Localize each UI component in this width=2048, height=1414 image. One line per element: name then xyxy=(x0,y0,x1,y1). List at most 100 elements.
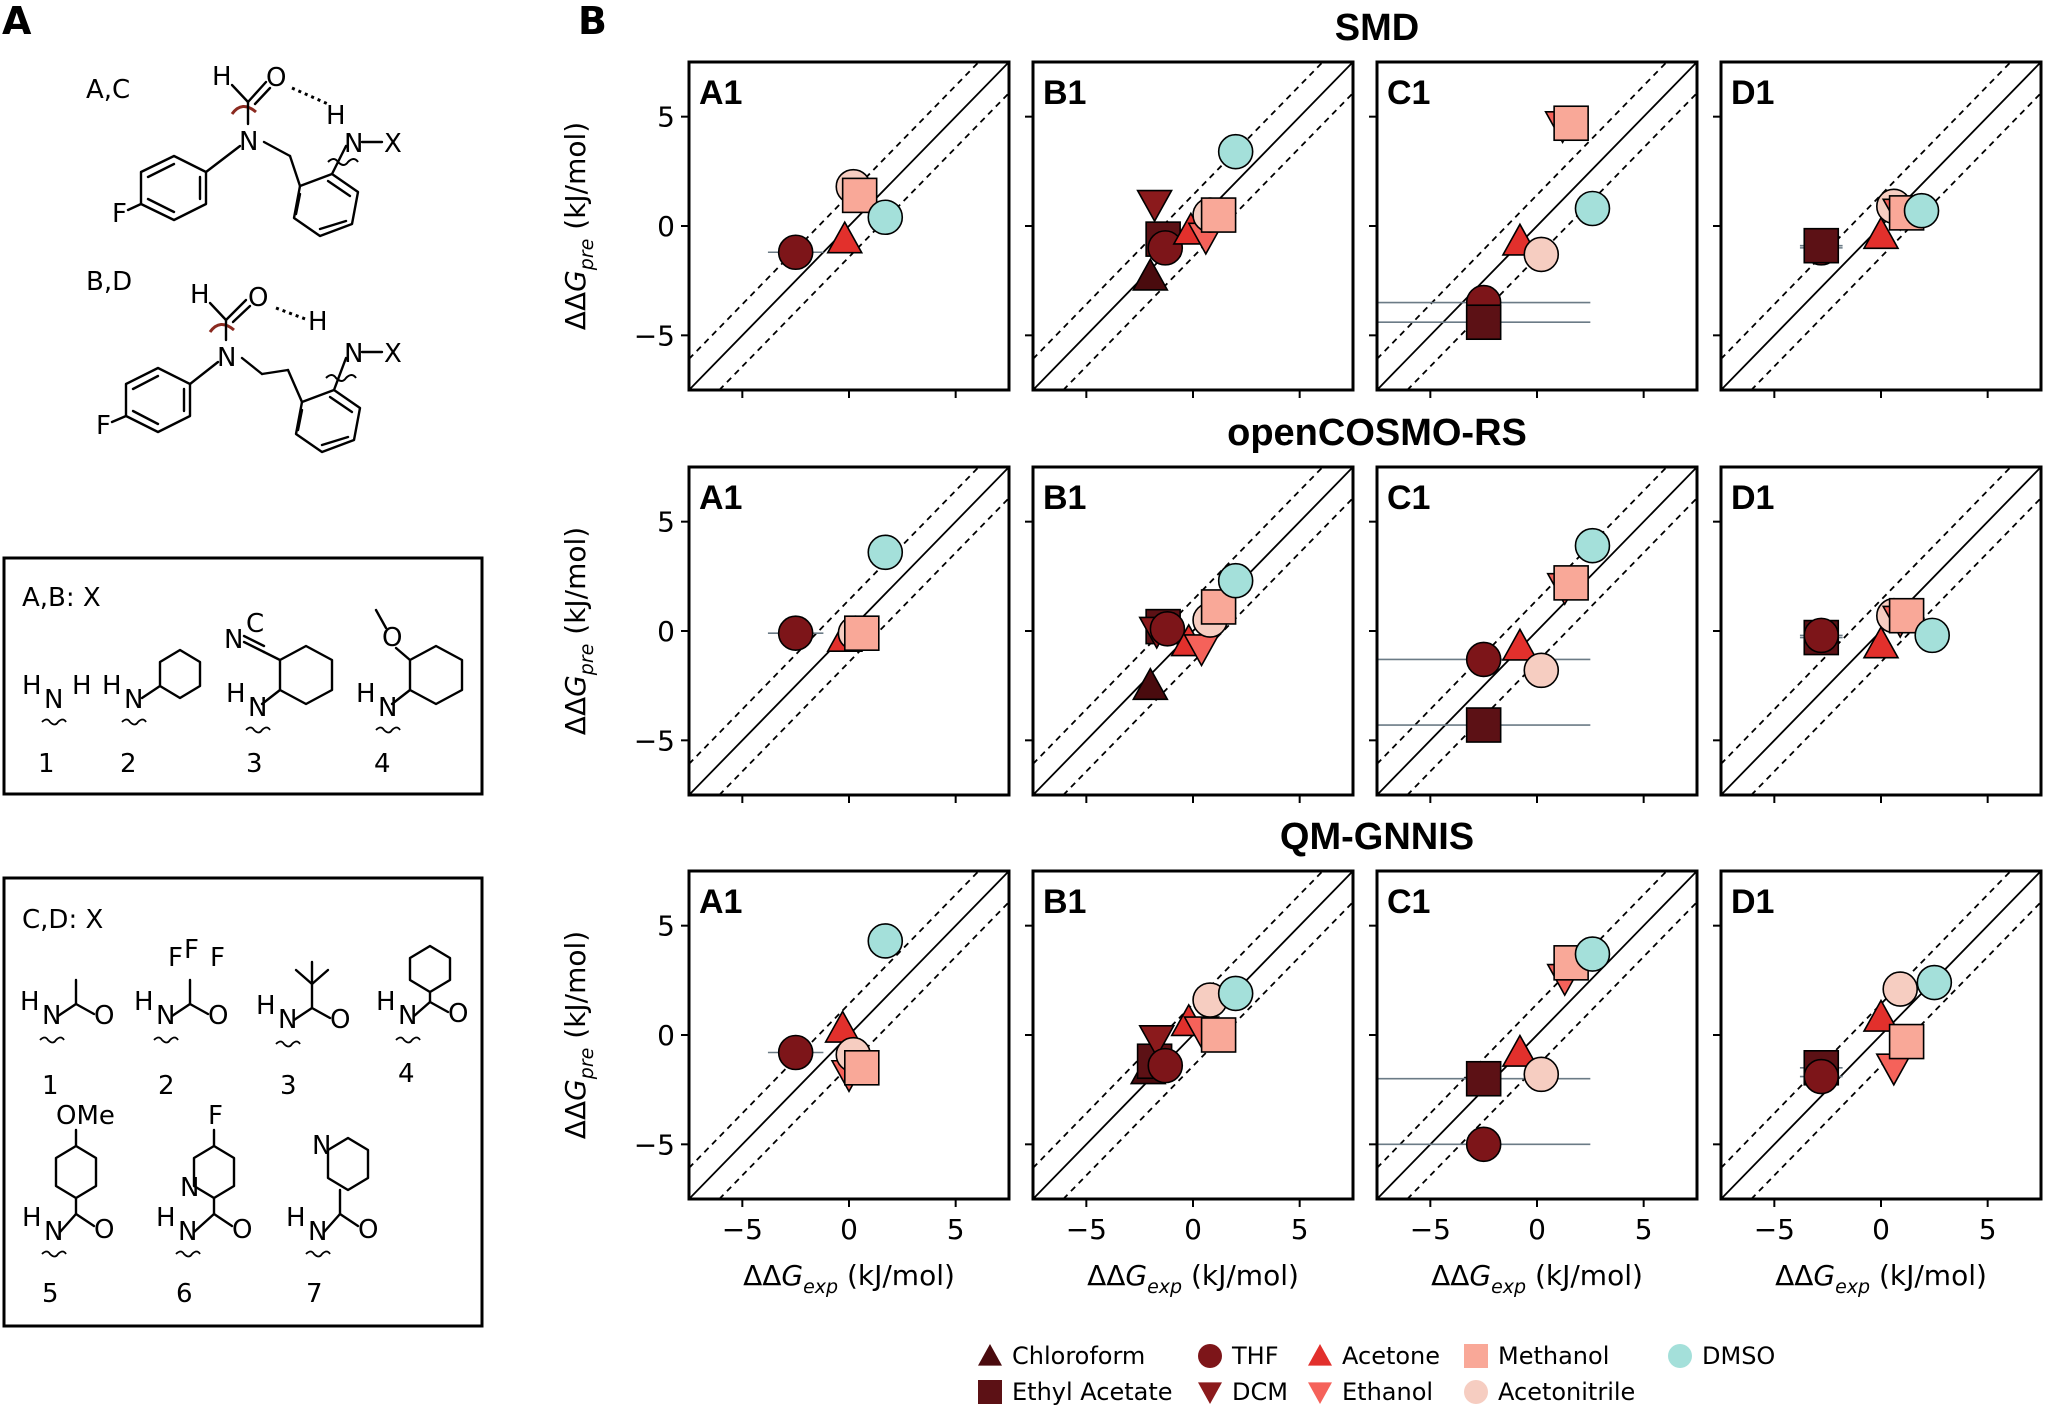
label-bd: B,D xyxy=(86,267,132,297)
box-cd xyxy=(2,876,484,1328)
svg-text:N: N xyxy=(124,685,143,715)
box-cd-title: C,D: X xyxy=(22,905,103,935)
point-chloroform xyxy=(1131,667,1169,701)
svg-text:H: H xyxy=(156,1203,176,1233)
x-tick-label: 0 xyxy=(840,1213,858,1246)
atom-h: H xyxy=(308,307,328,337)
svg-text:O: O xyxy=(94,1001,114,1031)
panel-name: A1 xyxy=(699,883,742,921)
atom-h: H xyxy=(190,280,210,310)
atom-h: H xyxy=(326,101,346,131)
point-methanol xyxy=(1200,1017,1237,1053)
offset-line xyxy=(1033,62,1324,360)
panel-name: C1 xyxy=(1387,74,1430,112)
svg-text:N: N xyxy=(180,1173,199,1203)
legend-label: Methanol xyxy=(1498,1342,1609,1370)
y-tick-label: −5 xyxy=(634,724,675,757)
point-methanol xyxy=(841,177,878,214)
plot-qm-gnnis-c1: C1 −5 0 5 ΔΔGexp (kJ/mol) xyxy=(1369,869,1699,1298)
point-methanol xyxy=(1888,1023,1925,1060)
point-thf xyxy=(777,615,814,651)
panel-name: C1 xyxy=(1387,883,1430,921)
box-ab-number-4: 4 xyxy=(374,749,391,779)
point-ethyl-acetate xyxy=(1465,1060,1502,1097)
panel-name: D1 xyxy=(1731,479,1774,517)
svg-text:N: N xyxy=(248,693,267,723)
x-tick-label: 0 xyxy=(1528,1213,1546,1246)
point-thf xyxy=(1147,230,1184,266)
legend: Chloroform Ethyl Acetate THF DCM Acetone Etha… xyxy=(978,1342,1775,1406)
panel-name: B1 xyxy=(1043,74,1086,112)
svg-text:N: N xyxy=(308,1217,327,1247)
parity-line xyxy=(1377,467,1697,795)
plot-qm-gnnis-d1: D1 −5 0 5 ΔΔGexp (kJ/mol) xyxy=(1713,869,2043,1298)
point-ethyl-acetate xyxy=(1465,304,1502,341)
panel-name: C1 xyxy=(1387,479,1430,517)
svg-text:N: N xyxy=(378,693,397,723)
x-axis-label: ΔΔGexp (kJ/mol) xyxy=(1431,1259,1643,1298)
legend-item-thf: THF xyxy=(1198,1342,1279,1370)
svg-text:N: N xyxy=(312,1131,331,1161)
legend-marker xyxy=(1464,1344,1488,1368)
box-cd-number-2: 2 xyxy=(158,1071,175,1101)
svg-text:N: N xyxy=(178,1217,197,1247)
legend-item-ethyl-acetate: Ethyl Acetate xyxy=(978,1378,1173,1406)
svg-text:H: H xyxy=(102,671,122,701)
point-dmso xyxy=(1916,964,1953,1001)
plot-smd-a1: A1 5 0 −5 xyxy=(634,60,1011,398)
legend-marker xyxy=(1464,1380,1488,1404)
plot-qm-gnnis-a1: A1 −5 0 5 5 0 −5 ΔΔGexp (kJ/mol) xyxy=(634,869,1011,1298)
panel-name: D1 xyxy=(1731,883,1774,921)
plot-opencosmo-rs-d1: D1 xyxy=(1713,465,2043,803)
offset-line xyxy=(689,467,980,765)
point-dmso xyxy=(867,923,904,959)
atom-n: N xyxy=(217,343,236,373)
y-axis-label: ΔΔGpre (kJ/mol) xyxy=(559,527,598,735)
legend-marker xyxy=(978,1380,1002,1404)
offset-line xyxy=(1062,92,1353,390)
x-tick-label: 0 xyxy=(1872,1213,1890,1246)
panel-name: A1 xyxy=(699,479,742,517)
svg-text:O: O xyxy=(358,1215,378,1245)
point-dmso xyxy=(1914,617,1950,654)
legend-label: Chloroform xyxy=(1012,1342,1145,1370)
offset-line xyxy=(1377,62,1668,360)
svg-text:N: N xyxy=(224,625,243,655)
plot-smd-b1: B1 xyxy=(1025,60,1355,398)
point-acetonitrile xyxy=(1523,652,1560,689)
offset-line xyxy=(718,901,1009,1199)
atom-f: F xyxy=(112,199,127,229)
svg-text:F: F xyxy=(168,943,183,973)
plot-grid: SMD ΔΔGpre (kJ/mol) A1 5 0 −5 B1 C1 D1 openCOSMO-… xyxy=(559,7,2043,1298)
x-tick-label: 5 xyxy=(1635,1213,1653,1246)
point-methanol xyxy=(1553,565,1589,601)
svg-text:N: N xyxy=(156,1001,175,1031)
legend-item-methanol: Methanol xyxy=(1464,1342,1609,1370)
box-cd-number-7: 7 xyxy=(306,1279,323,1309)
parity-line xyxy=(1377,62,1697,390)
ome-label: OMe xyxy=(56,1101,115,1131)
panel-name: A1 xyxy=(699,74,742,112)
svg-text:N: N xyxy=(42,1001,61,1031)
x-axis-label: ΔΔGexp (kJ/mol) xyxy=(743,1259,955,1298)
point-acetonitrile xyxy=(1523,236,1560,273)
svg-text:N: N xyxy=(44,685,63,715)
panel-name: D1 xyxy=(1731,74,1774,112)
legend-marker xyxy=(1308,1382,1332,1404)
point-thf xyxy=(777,234,814,271)
offset-line xyxy=(1721,467,2012,765)
svg-text:O: O xyxy=(232,1215,252,1245)
legend-marker xyxy=(1668,1344,1692,1368)
svg-text:F: F xyxy=(184,935,199,965)
plot-smd-c1: C1 xyxy=(1369,60,1699,398)
atom-f: F xyxy=(96,411,111,441)
point-thf xyxy=(1465,641,1502,678)
legend-item-chloroform: Chloroform xyxy=(978,1342,1145,1370)
legend-item-acetonitrile: Acetonitrile xyxy=(1464,1378,1635,1406)
legend-marker xyxy=(1198,1382,1222,1404)
point-thf xyxy=(1149,611,1186,647)
point-dmso xyxy=(1903,192,1940,229)
svg-text:F: F xyxy=(210,943,225,973)
atom-x: X xyxy=(384,339,402,369)
